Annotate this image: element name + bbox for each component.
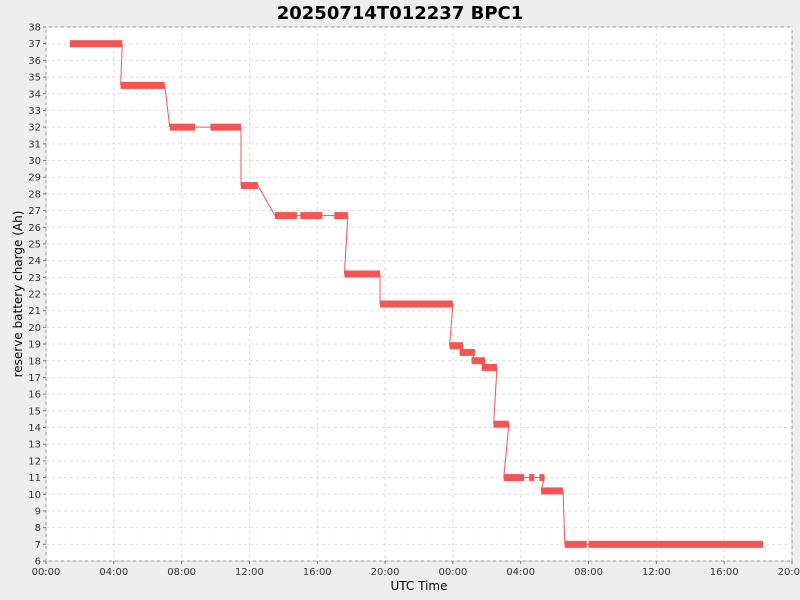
- x-tick-label: 08:00: [574, 567, 603, 578]
- y-tick-label: 7: [35, 540, 41, 551]
- x-tick-label: 12:00: [235, 567, 264, 578]
- x-tick-label: 00:00: [32, 567, 61, 578]
- y-tick-label: 12: [28, 456, 41, 467]
- series-connector-line: [164, 85, 171, 128]
- y-tick-label: 20: [28, 323, 41, 334]
- y-tick-label: 21: [28, 306, 41, 317]
- y-tick-label: 8: [35, 523, 41, 534]
- x-axis-label: UTC Time: [391, 579, 448, 593]
- x-tick-label: 04:00: [506, 567, 535, 578]
- x-tick-label: 12:00: [642, 567, 671, 578]
- x-tick-label: 20:00: [778, 567, 800, 578]
- y-tick-label: 10: [28, 490, 41, 501]
- y-tick-label: 15: [28, 406, 41, 417]
- y-tick-label: 22: [28, 290, 41, 301]
- series-connector-line: [343, 215, 349, 275]
- data-segment: [120, 81, 165, 89]
- data-segment: [529, 474, 535, 482]
- y-tick-label: 16: [28, 390, 41, 401]
- data-segment: [344, 270, 381, 278]
- y-tick-label: 28: [28, 189, 41, 200]
- y-tick-label: 18: [28, 356, 41, 367]
- y-tick-label: 38: [28, 23, 41, 34]
- y-tick-label: 19: [28, 340, 41, 351]
- data-segment: [69, 40, 123, 48]
- data-segment: [380, 300, 453, 308]
- y-tick-label: 36: [28, 56, 41, 67]
- data-segment: [459, 348, 475, 356]
- x-tick-label: 20:00: [371, 567, 400, 578]
- y-tick-label: 6: [35, 557, 41, 568]
- series-connector-line: [493, 367, 498, 425]
- data-segment: [274, 212, 297, 220]
- data-segment: [539, 474, 545, 482]
- y-tick-label: 29: [28, 173, 41, 184]
- data-segment: [471, 357, 486, 365]
- y-tick-label: 11: [28, 473, 41, 484]
- series: [69, 40, 764, 548]
- y-tick-label: 25: [28, 239, 41, 250]
- series-connector-line: [503, 424, 510, 478]
- y-tick-label: 35: [28, 73, 41, 84]
- data-segment: [240, 182, 258, 190]
- data-segment: [541, 487, 564, 495]
- y-tick-label: 13: [28, 440, 41, 451]
- series-connector-line: [257, 185, 276, 216]
- data-segment: [169, 123, 196, 131]
- data-segment: [493, 420, 509, 428]
- data-segment: [588, 540, 764, 548]
- y-tick-label: 17: [28, 373, 41, 384]
- series-connector-line: [449, 303, 454, 346]
- y-tick-label: 27: [28, 206, 41, 217]
- y-tick-label: 31: [28, 139, 41, 150]
- data-segment: [481, 363, 497, 371]
- data-segment: [210, 123, 241, 131]
- chart-title: 20250714T012237 BPC1: [277, 3, 524, 24]
- y-tick-label: 23: [28, 273, 41, 284]
- x-tick-label: 00:00: [438, 567, 467, 578]
- y-tick-label: 14: [28, 423, 41, 434]
- data-segment: [300, 212, 323, 220]
- data-segment: [334, 212, 348, 220]
- axes: 6 7 8 9 10 11 12 13 14 15 16 17 18 19 20 21 22 23 24 25 26 27…: [28, 23, 800, 579]
- x-tick-label: 08:00: [167, 567, 196, 578]
- data-segment: [449, 342, 464, 350]
- data-segment: [564, 540, 587, 548]
- series-connector-line: [120, 43, 123, 86]
- y-tick-label: 9: [35, 506, 41, 517]
- y-tick-label: 30: [28, 156, 41, 167]
- y-tick-label: 34: [28, 89, 41, 100]
- grid: [45, 26, 793, 562]
- y-tick-label: 37: [28, 39, 41, 50]
- y-tick-label: 33: [28, 106, 41, 117]
- series-connector-line: [562, 490, 566, 545]
- y-axis-label: reserve battery charge (Ah): [11, 211, 25, 378]
- data-segment: [503, 474, 525, 482]
- x-tick-label: 04:00: [99, 567, 128, 578]
- y-tick-label: 24: [28, 256, 41, 267]
- x-tick-label: 16:00: [303, 567, 332, 578]
- x-tick-label: 16:00: [710, 567, 739, 578]
- y-tick-label: 32: [28, 123, 41, 134]
- y-tick-label: 26: [28, 223, 41, 234]
